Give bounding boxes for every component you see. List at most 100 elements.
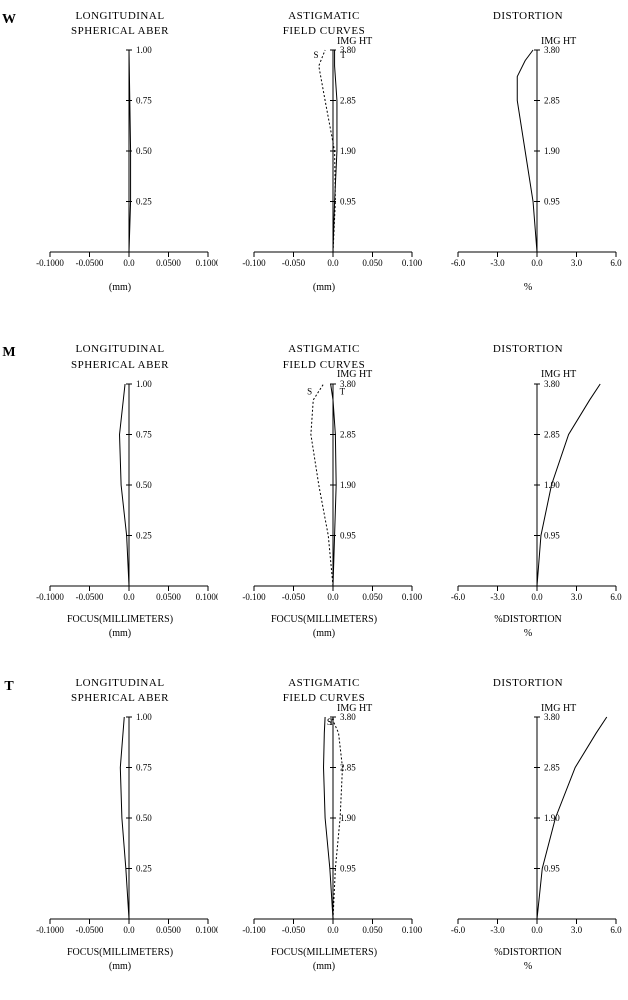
svg-text:1.90: 1.90 <box>544 813 560 823</box>
x-axis-label: % <box>430 628 626 640</box>
panel-title-line1: ASTIGMATIC <box>226 343 422 356</box>
chart-svg: -0.1000-0.05000.00.05000.10000.250.500.7… <box>22 40 218 280</box>
svg-text:0.95: 0.95 <box>544 530 560 540</box>
svg-text:0.75: 0.75 <box>136 96 152 106</box>
svg-text:0.050: 0.050 <box>362 258 383 268</box>
svg-text:0.25: 0.25 <box>136 864 152 874</box>
svg-text:0.1000: 0.1000 <box>196 258 218 268</box>
x-axis-label: % <box>430 282 626 294</box>
svg-text:0.0: 0.0 <box>327 592 339 602</box>
img-ht-label: IMG HT <box>541 369 576 380</box>
svg-text:-0.0500: -0.0500 <box>76 925 104 935</box>
svg-text:1.90: 1.90 <box>544 480 560 490</box>
x-axis-label: (mm) <box>22 282 218 294</box>
svg-text:3.0: 3.0 <box>571 258 583 268</box>
panel-title-spacer <box>430 359 626 372</box>
svg-text:0.050: 0.050 <box>362 925 383 935</box>
svg-text:0.1000: 0.1000 <box>196 592 218 602</box>
svg-text:0.25: 0.25 <box>136 530 152 540</box>
svg-text:-0.1000: -0.1000 <box>36 258 64 268</box>
svg-text:6.0: 6.0 <box>610 925 622 935</box>
panel-title-line2: FIELD CURVES <box>226 359 422 372</box>
panel-M-0: LONGITUDINALSPHERICAL ABER-0.1000-0.0500… <box>18 333 222 666</box>
svg-text:1.90: 1.90 <box>340 480 356 490</box>
panel-title-line2: FIELD CURVES <box>226 25 422 38</box>
svg-text:-0.0500: -0.0500 <box>76 258 104 268</box>
svg-text:-0.100: -0.100 <box>242 592 266 602</box>
chart-svg: -6.0-3.00.03.06.00.951.902.853.80 <box>430 707 626 947</box>
x-axis-label-top: %DISTORTION <box>430 947 626 959</box>
chart-svg: -6.0-3.00.03.06.00.951.902.853.80 <box>430 374 626 614</box>
row-label: M <box>0 333 18 666</box>
row-label: W <box>0 0 18 333</box>
svg-text:6.0: 6.0 <box>610 592 622 602</box>
svg-text:0.95: 0.95 <box>340 864 356 874</box>
svg-text:-0.050: -0.050 <box>282 258 306 268</box>
panel-title-line1: DISTORTION <box>430 343 626 356</box>
svg-text:0.0: 0.0 <box>327 258 339 268</box>
panel-title-line2: SPHERICAL ABER <box>22 359 218 372</box>
panel-title-line1: ASTIGMATIC <box>226 677 422 690</box>
svg-text:1.90: 1.90 <box>340 146 356 156</box>
panel-title-line1: LONGITUDINAL <box>22 343 218 356</box>
svg-text:0.0: 0.0 <box>531 258 543 268</box>
svg-text:3.0: 3.0 <box>571 925 583 935</box>
svg-text:0.0: 0.0 <box>531 925 543 935</box>
svg-text:-6.0: -6.0 <box>451 258 466 268</box>
panel-title-line1: DISTORTION <box>430 10 626 23</box>
panel-W-1: ASTIGMATIC FIELD CURVESIMG HT -0.100 -0.050… <box>222 0 426 333</box>
svg-text:-3.0: -3.0 <box>490 592 505 602</box>
svg-text:0.95: 0.95 <box>544 864 560 874</box>
svg-text:0.0: 0.0 <box>531 592 543 602</box>
x-axis-label: % <box>430 961 626 973</box>
svg-text:1.00: 1.00 <box>136 45 152 55</box>
svg-text:2.85: 2.85 <box>544 96 560 106</box>
chart-svg: -6.0-3.00.03.06.00.951.902.853.80 <box>430 40 626 280</box>
svg-text:T: T <box>329 717 335 727</box>
img-ht-label: IMG HT <box>337 36 372 47</box>
svg-text:0.50: 0.50 <box>136 480 152 490</box>
svg-text:2.85: 2.85 <box>340 429 356 439</box>
panel-title-line1: ASTIGMATIC <box>226 10 422 23</box>
svg-text:-0.050: -0.050 <box>282 592 306 602</box>
svg-text:0.75: 0.75 <box>136 429 152 439</box>
svg-text:-6.0: -6.0 <box>451 592 466 602</box>
svg-text:0.0500: 0.0500 <box>156 592 181 602</box>
svg-text:-0.100: -0.100 <box>242 925 266 935</box>
svg-text:2.85: 2.85 <box>340 96 356 106</box>
img-ht-label: IMG HT <box>337 703 372 714</box>
panel-title-line1: LONGITUDINAL <box>22 10 218 23</box>
svg-text:-0.1000: -0.1000 <box>36 592 64 602</box>
svg-text:0.95: 0.95 <box>340 197 356 207</box>
svg-text:-0.1000: -0.1000 <box>36 925 64 935</box>
x-axis-label-top: FOCUS(MILLIMETERS) <box>22 947 218 959</box>
x-axis-label-top: FOCUS(MILLIMETERS) <box>226 947 422 959</box>
svg-text:0.0: 0.0 <box>123 258 135 268</box>
svg-text:3.0: 3.0 <box>571 592 583 602</box>
svg-text:0.0: 0.0 <box>327 925 339 935</box>
chart-svg: -0.100-0.0500.00.0500.1000.951.902.853.8… <box>226 374 422 614</box>
panel-W-2: DISTORTION IMG HT-6.0-3.00.03.06.00.951.… <box>426 0 628 333</box>
svg-text:0.100: 0.100 <box>402 925 422 935</box>
x-axis-label: (mm) <box>226 628 422 640</box>
svg-text:0.0500: 0.0500 <box>156 258 181 268</box>
svg-text:T: T <box>340 50 346 60</box>
svg-text:S: S <box>307 386 312 396</box>
svg-text:1.90: 1.90 <box>544 146 560 156</box>
img-ht-label: IMG HT <box>337 369 372 380</box>
panel-title-line1: DISTORTION <box>430 677 626 690</box>
panel-title-spacer <box>430 25 626 38</box>
x-axis-label-top: %DISTORTION <box>430 614 626 626</box>
chart-svg: -0.1000-0.05000.00.05000.10000.250.500.7… <box>22 374 218 614</box>
svg-text:2.85: 2.85 <box>544 763 560 773</box>
svg-text:-0.100: -0.100 <box>242 258 266 268</box>
svg-text:0.0: 0.0 <box>123 592 135 602</box>
svg-text:-6.0: -6.0 <box>451 925 466 935</box>
svg-text:-3.0: -3.0 <box>490 925 505 935</box>
x-axis-label: (mm) <box>226 961 422 973</box>
panel-title-line2: SPHERICAL ABER <box>22 25 218 38</box>
svg-text:1.90: 1.90 <box>340 813 356 823</box>
svg-text:0.25: 0.25 <box>136 197 152 207</box>
panel-T-2: DISTORTION IMG HT-6.0-3.00.03.06.00.951.… <box>426 667 628 1000</box>
x-axis-label: (mm) <box>22 628 218 640</box>
